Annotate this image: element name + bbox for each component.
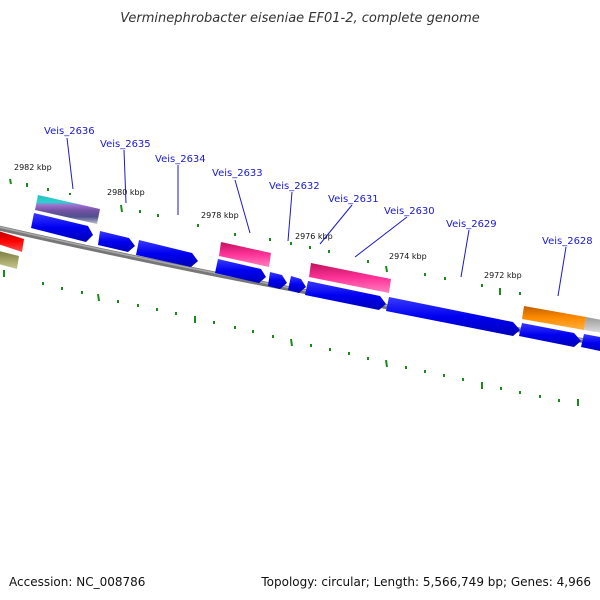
feature-box-pink-2631[interactable] bbox=[309, 263, 391, 293]
cds-arrow-veis-2629[interactable] bbox=[386, 297, 520, 336]
outer-tick-ring bbox=[3, 270, 579, 406]
cds-arrow-veis-2636[interactable] bbox=[31, 213, 93, 242]
feature-box-multicolor[interactable] bbox=[35, 195, 100, 224]
feature-box-pink-2633[interactable] bbox=[219, 242, 271, 267]
cds-arrow-veis-2632[interactable] bbox=[268, 272, 287, 289]
kbp-label-2974: 2974 kbp bbox=[389, 252, 427, 261]
gene-label-veis-2630[interactable]: Veis_2630 bbox=[384, 206, 435, 217]
accession-text: Accession: NC_008786 bbox=[9, 575, 145, 589]
gene-label-veis-2632[interactable]: Veis_2632 bbox=[269, 181, 320, 192]
gene-label-veis-2634[interactable]: Veis_2634 bbox=[155, 154, 206, 165]
cds-arrow-veis-2631[interactable] bbox=[288, 276, 306, 293]
cds-arrow-veis-2635[interactable] bbox=[98, 231, 135, 252]
feature-track bbox=[0, 195, 600, 333]
feature-box-orange[interactable] bbox=[522, 306, 586, 330]
gene-leader-lines bbox=[66, 137, 567, 297]
gene-label-veis-2629[interactable]: Veis_2629 bbox=[446, 219, 497, 230]
kbp-label-2978: 2978 kbp bbox=[201, 211, 239, 220]
feature-box-red[interactable] bbox=[0, 230, 24, 252]
map-title: Verminephrobacter eiseniae EF01-2, compl… bbox=[120, 11, 479, 26]
cds-arrow-veis-2628[interactable] bbox=[519, 323, 581, 347]
inner-tick-ring bbox=[9, 178, 521, 295]
gene-label-veis-2628[interactable]: Veis_2628 bbox=[542, 236, 593, 247]
genome-summary-text: Topology: circular; Length: 5,566,749 bp… bbox=[260, 575, 591, 589]
kbp-label-2982: 2982 kbp bbox=[14, 163, 52, 172]
kbp-label-2972: 2972 kbp bbox=[484, 271, 522, 280]
gene-label-veis-2636[interactable]: Veis_2636 bbox=[44, 126, 95, 137]
cds-arrow-next[interactable] bbox=[581, 334, 600, 352]
gene-label-veis-2635[interactable]: Veis_2635 bbox=[100, 139, 151, 150]
gene-label-veis-2633[interactable]: Veis_2633 bbox=[212, 168, 263, 179]
gene-label-veis-2631[interactable]: Veis_2631 bbox=[328, 194, 379, 205]
feature-box-gray[interactable] bbox=[584, 317, 600, 333]
cds-track bbox=[31, 213, 600, 352]
cds-arrow-veis-2634[interactable] bbox=[136, 240, 198, 267]
cds-arrow-veis-2630[interactable] bbox=[305, 281, 386, 310]
feature-box-olive[interactable] bbox=[0, 250, 19, 269]
cds-arrow-veis-2633[interactable] bbox=[215, 259, 266, 283]
kbp-label-2976: 2976 kbp bbox=[295, 232, 333, 241]
